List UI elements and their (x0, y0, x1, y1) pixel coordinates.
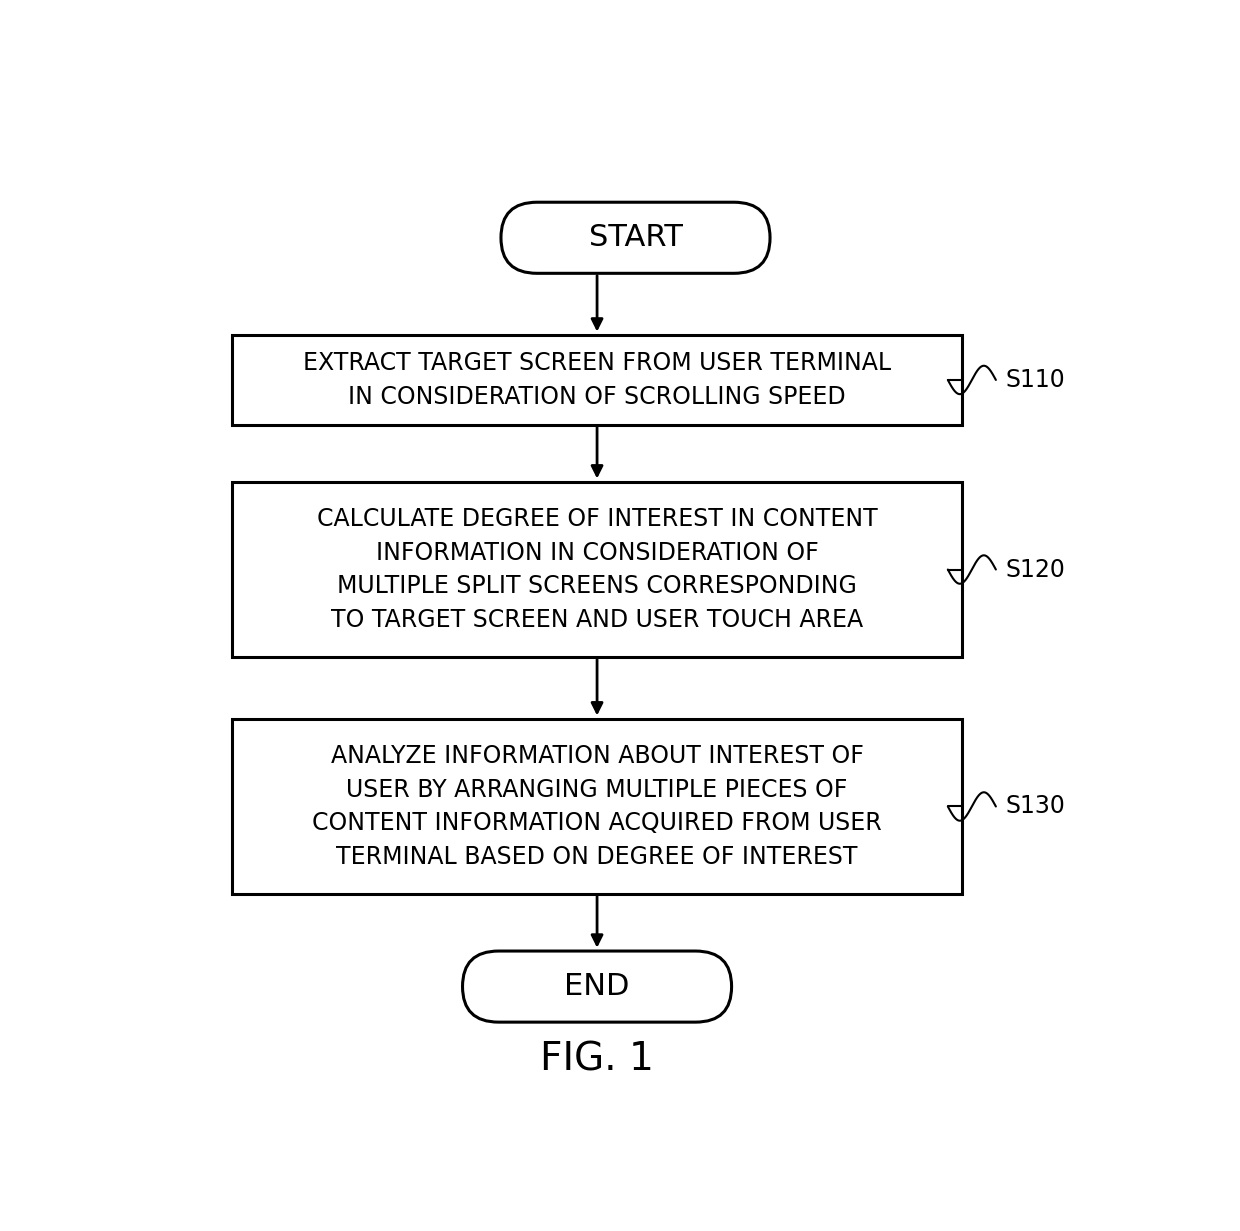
Text: S120: S120 (1006, 558, 1065, 581)
FancyBboxPatch shape (501, 202, 770, 273)
Text: FIG. 1: FIG. 1 (541, 1040, 653, 1078)
FancyBboxPatch shape (463, 952, 732, 1022)
Text: EXTRACT TARGET SCREEN FROM USER TERMINAL
IN CONSIDERATION OF SCROLLING SPEED: EXTRACT TARGET SCREEN FROM USER TERMINAL… (303, 351, 892, 409)
Bar (232, 335, 962, 425)
Text: ANALYZE INFORMATION ABOUT INTEREST OF
USER BY ARRANGING MULTIPLE PIECES OF
CONTE: ANALYZE INFORMATION ABOUT INTEREST OF US… (312, 745, 882, 869)
Bar (232, 719, 962, 894)
Text: S130: S130 (1006, 794, 1065, 819)
Text: CALCULATE DEGREE OF INTEREST IN CONTENT
INFORMATION IN CONSIDERATION OF
MULTIPLE: CALCULATE DEGREE OF INTEREST IN CONTENT … (316, 507, 878, 632)
Text: START: START (589, 223, 682, 252)
Text: END: END (564, 972, 630, 1001)
Bar (232, 481, 962, 657)
Text: S110: S110 (1006, 368, 1065, 391)
